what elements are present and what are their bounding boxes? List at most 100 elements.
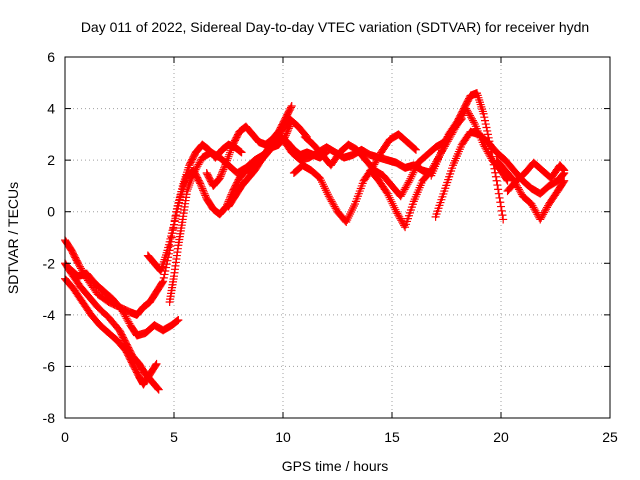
data-point [469,118,478,127]
data-point [187,175,196,184]
data-point [497,202,505,211]
data-point [326,195,335,204]
data-point [391,205,400,214]
data-point [328,199,337,208]
data-point [402,181,411,190]
data-point [220,163,229,172]
data-point [483,126,492,135]
data-point [347,208,356,217]
data-point [159,273,168,282]
data-point [317,176,326,185]
series-track-14 [431,127,569,221]
data-point [217,170,226,179]
data-point [201,191,210,200]
series-track-4 [65,264,183,340]
data-point [123,316,132,325]
data-point [491,168,500,177]
data-point [321,186,330,195]
data-point [411,144,420,153]
data-point [405,176,414,185]
data-point [196,179,205,188]
x-tick-label: 10 [275,429,291,445]
data-point [372,157,381,166]
data-point [316,174,325,183]
data-point [184,183,193,192]
y-tick-label: -4 [43,307,56,323]
data-point [151,360,160,369]
data-point [412,162,421,171]
data-point [186,177,195,186]
chart-title: Day 011 of 2022, Sidereal Day-to-day VTE… [81,19,589,35]
data-point [154,385,163,394]
data-layer [61,89,569,394]
data-point [227,144,236,153]
data-point [224,152,233,161]
data-point [330,202,339,211]
x-tick-label: 5 [170,429,178,445]
data-point [287,101,296,110]
data-point [183,185,192,194]
y-tick-label: 4 [47,101,55,117]
data-point [189,169,198,178]
data-point [527,199,536,208]
data-point [499,215,508,224]
data-point [531,206,540,215]
data-point [514,185,523,194]
data-point [538,212,547,221]
data-point [393,209,402,218]
data-point [199,187,208,196]
data-point [491,172,500,181]
data-point [327,197,336,206]
series-track-16 [503,158,569,196]
data-point [392,207,401,216]
data-point [374,153,383,162]
data-point [191,165,200,174]
data-point [119,309,128,318]
data-point [539,210,548,219]
data-point [530,205,539,214]
data-point [493,181,502,190]
data-point [222,158,231,167]
data-point [468,116,477,125]
data-point [560,176,569,185]
data-point [319,182,328,191]
data-point [394,211,403,220]
data-point [398,188,407,197]
y-axis-label: SDTVAR / TECUs [5,182,21,294]
x-axis-label: GPS time / hours [282,458,389,474]
data-point [494,189,503,198]
data-point [318,180,327,189]
data-point [390,203,399,212]
data-point [75,261,84,270]
data-point [323,190,332,199]
data-point [215,174,224,183]
data-point [122,314,131,323]
data-point [343,216,352,225]
data-point [397,216,406,225]
data-point [183,187,192,196]
tick-labels: 0 5 10 15 20 25 -8 -6 -4 -2 0 2 4 6 [43,49,618,445]
data-point [199,186,208,195]
plot-frame [64,56,611,419]
data-point [542,205,551,214]
data-point [465,109,474,118]
data-point [371,158,380,167]
data-point [466,113,475,122]
data-point [495,193,504,202]
data-point [74,259,83,268]
data-point [543,203,552,212]
data-point [399,187,408,196]
data-point [516,188,525,197]
data-point [498,211,507,220]
data-point [403,180,412,189]
data-point [223,154,232,163]
data-point [515,187,524,196]
data-point [375,151,384,160]
data-point [217,169,226,178]
data-point [467,114,476,123]
data-point [492,176,501,185]
data-point [488,152,497,161]
